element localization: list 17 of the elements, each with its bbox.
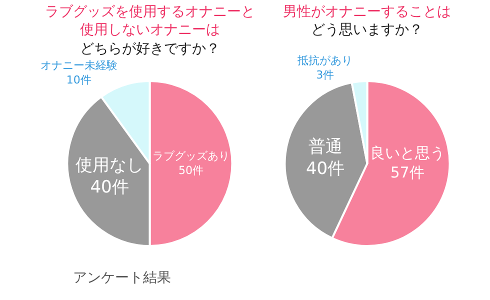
data-label: 10件: [66, 73, 92, 86]
chart-subtitle: どう思いますか？: [311, 22, 423, 38]
data-label: 40件: [306, 159, 345, 180]
slice-label: 使用なし: [76, 156, 144, 176]
data-label: 57件: [390, 164, 424, 182]
slice-label: ラブグッズあり: [152, 150, 230, 163]
chart-subtitle: どちらが好きですか？: [80, 41, 220, 57]
text: アンケート結果: [73, 270, 171, 286]
data-label: 50件: [178, 164, 204, 177]
slice-label: 良いと思う: [370, 144, 445, 162]
chart-title: ラブグッズを使用するオナニーと使用しないオナニーは: [45, 4, 255, 38]
slice-label: 普通: [308, 137, 342, 158]
slice-label: 抵抗があり: [296, 54, 353, 68]
chart-title: 男性がオナニーすることは: [283, 4, 451, 20]
data-label: 40件: [90, 178, 129, 198]
data-label: 3件: [316, 68, 334, 82]
slice-label: オナニー未経験: [40, 59, 118, 72]
